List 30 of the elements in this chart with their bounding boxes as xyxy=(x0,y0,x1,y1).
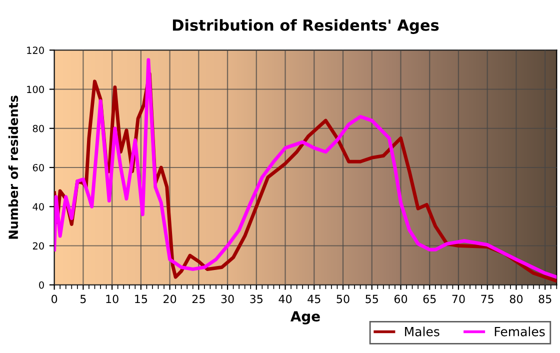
x-tick-label: 70 xyxy=(452,294,465,304)
x-tick-label: 40 xyxy=(278,294,292,304)
x-axis-title: Age xyxy=(290,311,320,324)
x-tick-label: 25 xyxy=(192,294,205,304)
x-tick-label: 30 xyxy=(221,294,234,304)
y-tick-label: 0 xyxy=(39,281,44,289)
x-tick-label: 85 xyxy=(538,294,552,304)
chart-title: Distribution of Residents' Ages xyxy=(172,19,439,34)
x-tick-label: 50 xyxy=(336,294,350,304)
x-tick-label: 35 xyxy=(250,294,262,304)
y-tick-label: 40 xyxy=(32,203,44,210)
y-tick-label: 20 xyxy=(32,242,44,250)
x-tick-label: 75 xyxy=(481,294,494,304)
x-tick-label: 55 xyxy=(366,294,378,304)
x-tick-label: 65 xyxy=(423,294,436,304)
x-tick-label: 45 xyxy=(308,294,320,304)
y-tick-label: 80 xyxy=(32,124,44,132)
x-tick-label: 60 xyxy=(394,294,408,304)
y-axis-title: Number of residents xyxy=(8,96,18,239)
legend-label: Males xyxy=(405,326,440,336)
x-tick-label: 20 xyxy=(164,294,176,304)
y-tick-label: 120 xyxy=(27,46,44,54)
x-tick-label: 5 xyxy=(80,294,86,304)
x-tick-label: 10 xyxy=(106,294,118,304)
x-tick-label: 0 xyxy=(52,294,58,304)
y-tick-label: 60 xyxy=(32,164,44,172)
x-tick-label: 80 xyxy=(510,294,523,304)
y-tick-label: 100 xyxy=(27,86,44,94)
x-tick-label: 15 xyxy=(135,294,148,304)
legend-label: Females xyxy=(494,326,545,336)
